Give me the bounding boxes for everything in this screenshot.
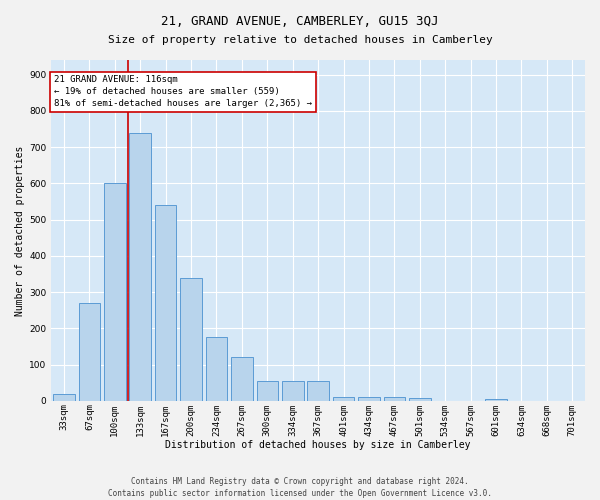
Bar xyxy=(180,278,202,401)
Bar xyxy=(409,398,431,401)
Y-axis label: Number of detached properties: Number of detached properties xyxy=(15,145,25,316)
Bar xyxy=(333,397,355,401)
Bar xyxy=(231,358,253,401)
Bar xyxy=(383,397,405,401)
X-axis label: Distribution of detached houses by size in Camberley: Distribution of detached houses by size … xyxy=(166,440,471,450)
Bar xyxy=(282,381,304,401)
Bar xyxy=(206,338,227,401)
Text: Size of property relative to detached houses in Camberley: Size of property relative to detached ho… xyxy=(107,35,493,45)
Bar xyxy=(257,381,278,401)
Text: 21 GRAND AVENUE: 116sqm
← 19% of detached houses are smaller (559)
81% of semi-d: 21 GRAND AVENUE: 116sqm ← 19% of detache… xyxy=(54,76,312,108)
Bar xyxy=(155,205,176,401)
Bar xyxy=(130,132,151,401)
Bar xyxy=(358,397,380,401)
Bar xyxy=(307,381,329,401)
Bar xyxy=(485,399,507,401)
Bar xyxy=(104,184,125,401)
Text: 21, GRAND AVENUE, CAMBERLEY, GU15 3QJ: 21, GRAND AVENUE, CAMBERLEY, GU15 3QJ xyxy=(161,15,439,28)
Bar xyxy=(53,394,75,401)
Text: Contains HM Land Registry data © Crown copyright and database right 2024.
Contai: Contains HM Land Registry data © Crown c… xyxy=(108,476,492,498)
Bar xyxy=(79,303,100,401)
